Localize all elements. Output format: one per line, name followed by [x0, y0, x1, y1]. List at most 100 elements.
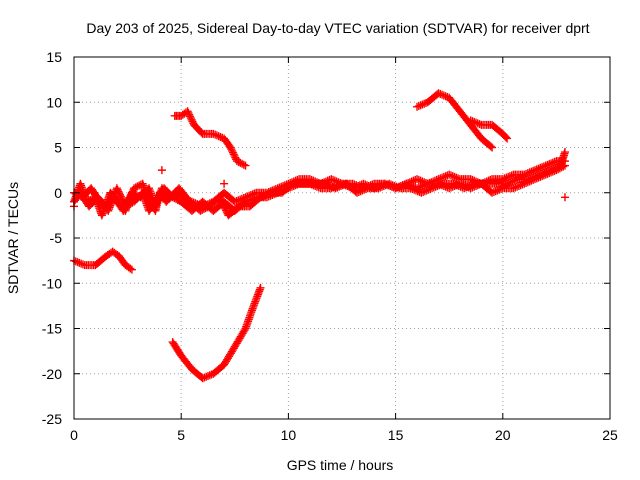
- data-point: [560, 193, 569, 202]
- data-point: [416, 182, 425, 191]
- data-point: [466, 116, 475, 125]
- data-point: [378, 182, 387, 191]
- data-point: [550, 157, 559, 166]
- series-arc-bottom: [168, 283, 265, 383]
- data-point: [553, 163, 562, 172]
- data-point: [489, 187, 498, 196]
- data-point: [133, 182, 142, 191]
- data-point: [465, 181, 474, 190]
- data-point: [541, 161, 550, 170]
- data-point: [205, 371, 214, 380]
- data-point: [456, 182, 465, 191]
- data-point: [241, 161, 250, 170]
- data-point: [466, 175, 475, 184]
- data-point: [127, 188, 136, 197]
- data-point: [211, 130, 220, 139]
- data-point: [512, 175, 521, 184]
- data-point: [449, 179, 458, 188]
- data-point: [243, 197, 252, 206]
- series-main-band-c: [70, 148, 569, 220]
- data-point: [386, 180, 395, 189]
- data-point: [354, 187, 363, 196]
- data-point: [511, 183, 520, 192]
- data-point: [361, 184, 370, 193]
- data-point: [545, 160, 554, 169]
- data-point: [439, 172, 448, 181]
- data-point: [406, 184, 415, 193]
- data-point: [71, 257, 80, 266]
- data-point: [461, 183, 470, 192]
- data-point: [376, 183, 385, 192]
- data-point: [73, 258, 82, 267]
- data-point: [533, 171, 542, 180]
- data-point: [448, 172, 457, 181]
- data-point: [230, 197, 239, 206]
- data-point: [353, 188, 362, 197]
- x-axis-label: GPS time / hours: [287, 457, 394, 473]
- data-point: [238, 159, 247, 168]
- data-point: [411, 186, 420, 195]
- data-point: [548, 158, 557, 167]
- data-point: [333, 183, 342, 192]
- data-point: [522, 169, 531, 178]
- data-point: [424, 185, 433, 194]
- data-point: [381, 181, 390, 190]
- data-point: [240, 326, 249, 335]
- data-point: [126, 264, 135, 273]
- y-tick-label: -5: [50, 230, 63, 246]
- data-point: [495, 185, 504, 194]
- axis-ticks: [73, 56, 611, 420]
- data-point: [236, 158, 245, 167]
- x-tick-label: 20: [495, 427, 511, 443]
- data-point: [209, 129, 218, 138]
- data-point: [453, 181, 462, 190]
- data-point: [183, 107, 192, 116]
- data-point: [547, 159, 556, 168]
- data-point: [417, 188, 426, 197]
- data-point: [129, 189, 138, 198]
- series-arc-top-right: [413, 89, 497, 152]
- y-tick-label: -25: [42, 411, 62, 427]
- data-point: [428, 184, 437, 193]
- data-point: [260, 191, 269, 200]
- data-point: [196, 206, 205, 215]
- data-point: [560, 148, 569, 157]
- data-point: [198, 205, 207, 214]
- data-point: [228, 146, 237, 155]
- data-point: [204, 372, 212, 381]
- data-point: [199, 205, 208, 214]
- data-point: [529, 166, 538, 175]
- data-point: [228, 148, 237, 157]
- series-arc-right-tail: [466, 116, 512, 143]
- data-point: [504, 178, 513, 187]
- data-point: [551, 163, 560, 172]
- data-point: [470, 117, 479, 126]
- data-point: [336, 181, 345, 190]
- data-point: [326, 181, 335, 190]
- data-point: [185, 110, 194, 119]
- data-point: [544, 166, 553, 175]
- data-point: [420, 187, 429, 196]
- data-point: [241, 197, 250, 206]
- data-point: [388, 181, 397, 190]
- y-tick-label: 10: [46, 94, 62, 110]
- data-point: [355, 181, 364, 190]
- data-point: [335, 182, 344, 191]
- data-point: [433, 181, 442, 190]
- data-point: [532, 165, 541, 174]
- data-point: [127, 265, 136, 274]
- data-point: [263, 190, 272, 199]
- data-point: [524, 175, 533, 184]
- y-tick-label: -20: [42, 366, 62, 382]
- data-point: [202, 372, 211, 381]
- data-point: [360, 185, 369, 194]
- data-point: [438, 173, 447, 182]
- data-point: [359, 179, 368, 188]
- data-point: [468, 117, 477, 126]
- data-point: [537, 169, 546, 178]
- data-point: [410, 185, 419, 194]
- data-point: [201, 204, 210, 213]
- data-point: [320, 179, 329, 188]
- data-point: [538, 169, 547, 178]
